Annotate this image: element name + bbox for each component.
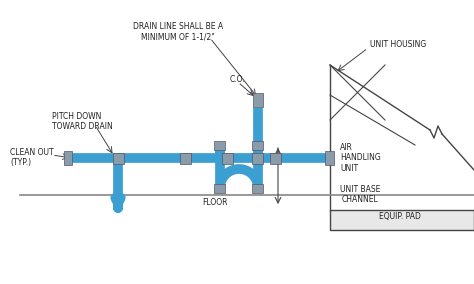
Bar bbox=[112, 153, 124, 164]
Bar bbox=[222, 153, 234, 164]
Bar bbox=[215, 141, 226, 149]
Text: UNIT BASE
CHANNEL: UNIT BASE CHANNEL bbox=[340, 185, 380, 204]
Text: C.O.: C.O. bbox=[230, 75, 246, 84]
Text: AIR
HANDLING
UNIT: AIR HANDLING UNIT bbox=[340, 143, 381, 173]
Text: EQUIP. PAD: EQUIP. PAD bbox=[379, 212, 421, 221]
Bar bbox=[253, 183, 264, 193]
Bar bbox=[215, 183, 226, 193]
Bar bbox=[330, 210, 474, 230]
Bar bbox=[180, 153, 191, 164]
Text: UNIT HOUSING: UNIT HOUSING bbox=[370, 40, 426, 49]
Bar bbox=[271, 153, 282, 164]
Bar bbox=[326, 151, 335, 165]
Text: CLEAN OUT
(TYP.): CLEAN OUT (TYP.) bbox=[10, 148, 54, 167]
Text: FLOOR: FLOOR bbox=[202, 198, 228, 207]
Bar bbox=[253, 153, 264, 164]
Text: PITCH DOWN
TOWARD DRAIN: PITCH DOWN TOWARD DRAIN bbox=[52, 112, 113, 131]
Text: DRAIN LINE SHALL BE A
MINIMUM OF 1-1/2": DRAIN LINE SHALL BE A MINIMUM OF 1-1/2" bbox=[133, 22, 223, 41]
Bar bbox=[64, 151, 72, 165]
Bar bbox=[253, 141, 264, 149]
Bar bbox=[253, 93, 263, 107]
